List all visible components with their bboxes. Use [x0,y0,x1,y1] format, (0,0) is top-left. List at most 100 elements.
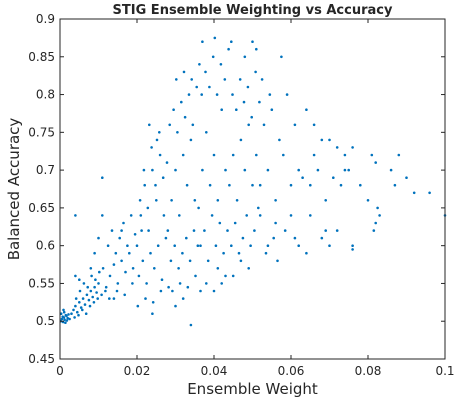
data-point [97,236,100,240]
data-point [197,206,200,210]
data-point [175,78,178,81]
x-tick-label: 0 [56,364,64,378]
x-tick-label: 0.02 [124,364,151,378]
data-point [278,138,281,142]
data-point [172,108,175,111]
data-point [235,108,238,111]
data-point [101,214,104,217]
data-point [305,108,308,111]
data-point [62,310,66,314]
data-point [268,93,272,96]
data-point [187,93,191,96]
data-point [93,285,96,289]
data-point [108,297,111,300]
data-point [282,153,285,157]
data-point [324,229,328,232]
data-point [137,274,141,278]
data-point [266,168,270,172]
data-point [235,199,239,202]
data-point [135,244,139,247]
data-point [154,183,157,187]
data-point [405,176,408,179]
data-point [72,308,75,312]
data-point [123,293,126,297]
data-point [126,244,129,247]
data-point [215,93,219,96]
data-point [198,63,201,66]
data-point [151,301,155,304]
data-point [343,153,347,157]
data-point [74,304,77,308]
data-point [194,274,197,278]
x-tick-label: 0.1 [435,364,454,378]
y-tick-label: 0.7 [36,163,55,177]
data-point [82,282,86,285]
data-point [147,229,150,232]
data-point [211,55,215,59]
data-point [81,308,84,312]
data-point [200,93,203,96]
data-point [81,297,85,300]
data-point [128,251,131,255]
data-point [124,270,127,274]
data-point [188,259,192,263]
data-point [247,267,250,270]
data-point [101,267,105,270]
data-point [254,70,257,74]
data-point [115,289,119,293]
data-point [231,153,235,157]
data-point [181,251,184,255]
data-point [216,267,220,270]
data-point [160,278,164,282]
data-point [78,301,81,304]
data-point [89,289,93,293]
data-point [196,244,200,247]
data-point [158,131,161,134]
data-points [59,36,447,327]
data-point [222,251,225,255]
data-point [195,85,198,89]
data-point [93,251,96,255]
plot-area-box [59,18,446,360]
data-point [98,270,101,274]
x-tick-label: 0.06 [278,364,305,378]
y-tick-label: 0.5 [36,314,55,328]
data-point [94,278,97,282]
data-point [145,282,148,285]
data-point [199,289,202,293]
data-point [176,131,179,134]
data-point [133,233,137,236]
data-point [339,183,343,187]
data-point [90,274,93,278]
data-point [251,40,254,43]
data-point [181,153,185,157]
data-point [169,259,173,263]
data-point [231,93,234,96]
data-point [178,282,182,285]
data-point [254,153,258,157]
data-point [183,115,187,119]
data-point [208,85,211,89]
data-point [112,297,116,300]
data-point [189,323,193,327]
data-point [60,317,64,321]
data-point [92,301,96,304]
data-point [366,199,370,202]
data-point [324,199,328,202]
data-point [237,251,241,255]
data-point [96,297,99,300]
data-point [412,191,416,195]
data-point [122,221,125,225]
data-point [270,108,274,111]
data-point [149,251,152,255]
data-point [320,138,324,142]
data-point [193,199,197,202]
data-point [262,123,266,127]
data-point [108,274,112,278]
data-point [224,274,227,278]
data-point [258,100,261,104]
data-point [166,229,170,232]
data-point [260,78,264,81]
data-point [343,168,347,172]
data-point [141,259,145,263]
